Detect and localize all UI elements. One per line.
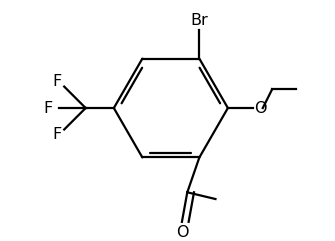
Text: F: F — [44, 100, 53, 115]
Text: F: F — [53, 127, 62, 142]
Text: O: O — [254, 100, 267, 115]
Text: O: O — [176, 225, 189, 240]
Text: F: F — [53, 74, 62, 89]
Text: Br: Br — [191, 13, 208, 28]
